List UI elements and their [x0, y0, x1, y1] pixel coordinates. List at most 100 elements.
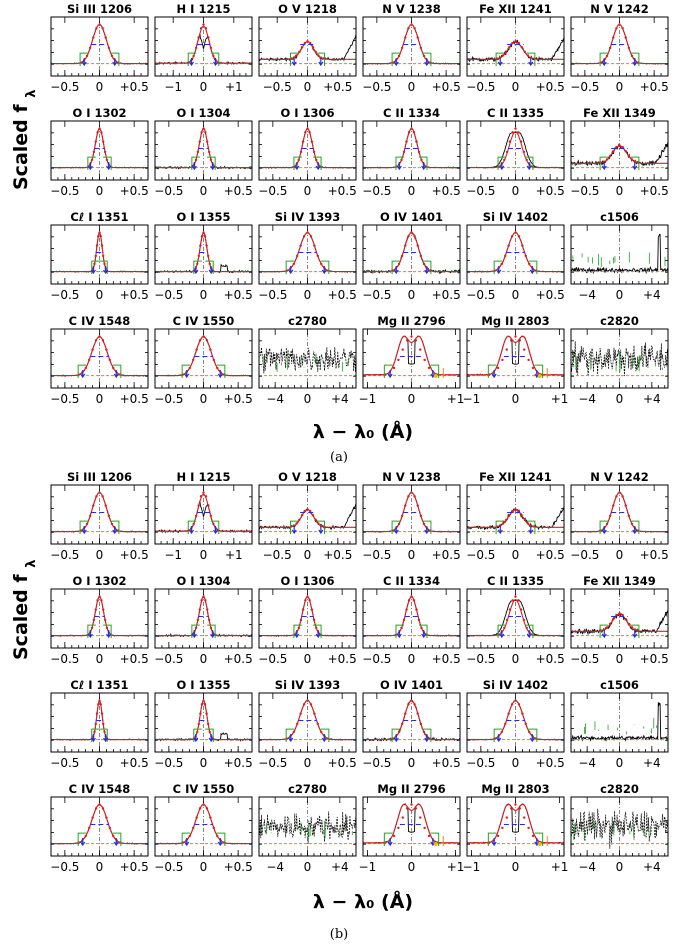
fit-point — [102, 254, 105, 258]
fit-point — [514, 595, 517, 598]
fit-point — [404, 504, 407, 507]
fit-point — [216, 366, 219, 370]
x-tick-label: +0.5 — [224, 652, 253, 666]
fit-point — [514, 508, 517, 511]
fit-point — [509, 339, 513, 342]
fit-point — [419, 348, 422, 351]
fit-point — [96, 599, 99, 602]
fit-point — [313, 712, 316, 715]
panel: C II 1334 −0.5 0 +0.5 — [362, 574, 460, 666]
x-tick-label: −0.5 — [466, 652, 495, 666]
x-tick-label: 0 — [200, 756, 208, 770]
width-marker — [496, 266, 502, 275]
fit-point — [295, 54, 298, 57]
fit-point — [94, 608, 97, 611]
fit-point — [314, 518, 317, 522]
panel-title: Si III 1206 — [67, 470, 132, 484]
x-tick-label: 0 — [616, 860, 624, 874]
width-marker — [387, 838, 393, 847]
x-tick-label: +0.5 — [432, 288, 461, 302]
fit-point — [630, 522, 634, 526]
panel: Si IV 1402 −0.5 0 +0.5 — [466, 210, 564, 302]
fit-point — [400, 158, 403, 162]
panel: O V 1218 −0.5 0 +0.5 — [258, 470, 357, 562]
panel: Fe XII 1241 −0.5 0 +0.5 — [466, 470, 564, 562]
x-tick-label: −0.5 — [362, 80, 391, 94]
panel-title: c1506 — [600, 678, 639, 692]
x-tick-label: 0 — [200, 184, 208, 198]
integration-window — [181, 832, 226, 846]
fit-point — [605, 158, 609, 161]
fit-point — [91, 816, 94, 819]
fit-curve — [467, 335, 564, 376]
fit-point — [496, 834, 500, 838]
fit-point — [101, 339, 105, 342]
panel-title: Fe XII 1349 — [583, 106, 656, 120]
blend-marker — [433, 842, 438, 846]
fit-point — [196, 150, 200, 154]
x-tick-label: 0 — [304, 184, 312, 198]
fit-point — [511, 41, 514, 45]
width-marker — [113, 838, 119, 847]
fit-point — [401, 348, 404, 351]
fit-point — [105, 626, 109, 630]
fit-point — [508, 46, 511, 49]
fit-curve — [363, 803, 460, 844]
width-marker — [213, 58, 219, 67]
blend-marker — [433, 374, 438, 378]
x-tick-label: 0 — [200, 392, 208, 406]
integration-window — [599, 156, 640, 170]
panel-title: c1506 — [600, 210, 639, 224]
integration-window — [87, 624, 112, 638]
fit-point — [612, 618, 615, 621]
fit-point — [528, 262, 531, 266]
fit-point — [522, 150, 526, 154]
width-marker — [315, 162, 321, 171]
x-tick-label: +0.5 — [536, 652, 565, 666]
x-tick-label: 0 — [616, 548, 624, 562]
fit-point — [410, 595, 413, 598]
fit-point — [304, 131, 307, 134]
width-marker — [529, 266, 535, 275]
fit-point — [98, 335, 101, 338]
fit-point — [303, 509, 306, 513]
integration-window — [191, 156, 216, 170]
fit-point — [414, 339, 418, 342]
fit-point — [110, 54, 114, 58]
fit-point — [304, 599, 307, 602]
fit-point — [410, 491, 413, 494]
width-marker — [321, 266, 327, 275]
fit-point — [519, 140, 523, 143]
fit-point — [99, 235, 102, 238]
fit-point — [420, 626, 423, 630]
fit-point — [316, 722, 319, 726]
x-tick-label: +4 — [643, 756, 661, 770]
fit-point — [612, 36, 615, 39]
integration-window — [493, 728, 538, 742]
panel-title: c2820 — [600, 314, 639, 328]
fit-point — [427, 834, 431, 838]
x-tick-label: 0 — [512, 392, 520, 406]
fit-point — [105, 158, 109, 162]
width-marker — [210, 630, 216, 639]
fit-point — [402, 618, 406, 622]
x-tick-label: −0.5 — [154, 288, 183, 302]
fit-point — [301, 608, 305, 611]
fit-point — [412, 131, 416, 134]
fit-point — [503, 626, 506, 630]
panel: c2780 −4 0 +4 — [258, 314, 357, 406]
integration-window — [290, 520, 325, 534]
fit-point — [407, 495, 410, 498]
fit-point — [98, 127, 101, 130]
fit-point — [316, 254, 319, 258]
integration-window — [79, 520, 120, 534]
fit-curve — [155, 493, 252, 532]
x-tick-label: +1 — [225, 548, 243, 562]
panel: O IV 1401 −0.5 0 +0.5 — [362, 678, 460, 770]
fit-point — [627, 622, 631, 626]
fit-point — [416, 712, 419, 715]
width-marker — [188, 526, 194, 535]
panel-title: O I 1306 — [280, 574, 334, 588]
panel: c1506 −4 0 +4 — [570, 678, 669, 770]
x-tick-label: +0.5 — [536, 184, 565, 198]
